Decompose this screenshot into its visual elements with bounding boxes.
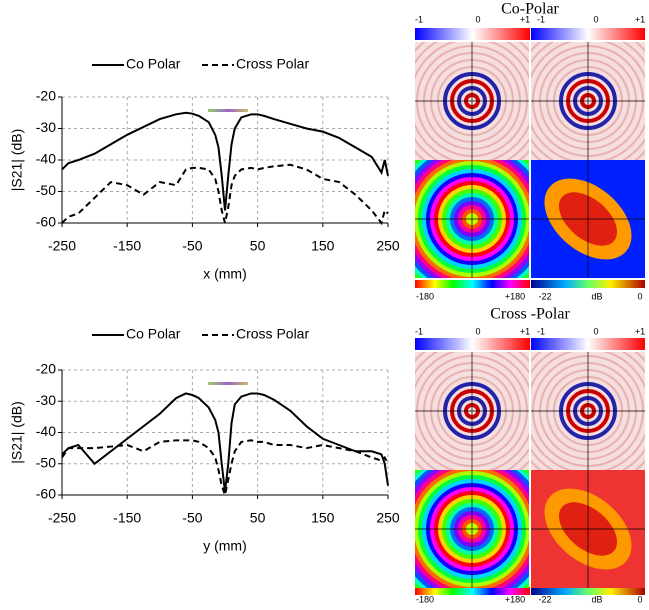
image-spiral [531, 352, 645, 470]
colorbar-label: -22 [538, 594, 551, 604]
image-phase [415, 160, 529, 278]
y-tick-label: -60 [36, 214, 56, 230]
colorbar [531, 587, 645, 595]
x-tick-label: -150 [113, 510, 141, 526]
image-content [415, 42, 529, 160]
series-line [61, 439, 389, 499]
image-amp [531, 470, 645, 588]
colorbar [531, 280, 645, 288]
x-tick-label: 250 [376, 510, 400, 526]
colorbar-label: -1 [537, 14, 545, 24]
x-tick-label: -50 [182, 238, 202, 254]
colorbar-label: -1 [415, 14, 423, 24]
image-phase [415, 470, 529, 588]
image-content [415, 470, 529, 588]
y-tick-label: -30 [36, 392, 56, 408]
marker-bar [208, 109, 248, 112]
colorbar [415, 28, 530, 40]
x-tick-label: 150 [311, 510, 335, 526]
y-tick-label: -20 [36, 88, 56, 104]
x-tick-label: 50 [250, 510, 266, 526]
colorbar-label: dB [591, 291, 602, 301]
panel-title: Cross -Polar [490, 306, 570, 323]
colorbar-label: -180 [416, 291, 434, 301]
colorbar-label: -1 [537, 326, 545, 336]
image-content [531, 470, 645, 588]
image-spiral [415, 352, 529, 470]
colorbar-label: 0 [593, 14, 598, 24]
image-content [531, 352, 645, 470]
image-content [531, 42, 645, 160]
colorbar-label: 0 [593, 326, 598, 336]
colorbar [531, 28, 645, 40]
image-amp [531, 160, 645, 278]
colorbar-label: +1 [520, 326, 530, 336]
colorbar-label: +180 [505, 291, 525, 301]
marker-bar [208, 382, 248, 385]
y-tick-label: -60 [36, 486, 56, 502]
colorbar-label: 0 [637, 594, 642, 604]
x-tick-label: 50 [250, 238, 266, 254]
y-tick-label: -50 [36, 182, 56, 198]
colorbar-label: 0 [475, 14, 480, 24]
legend-label: Co Polar [126, 56, 181, 72]
x-axis-label: y (mm) [203, 538, 247, 554]
colorbar-label: +180 [505, 594, 525, 604]
colorbar-label: +1 [635, 326, 645, 336]
series-line [61, 392, 389, 492]
colorbar [415, 587, 530, 595]
series-line [61, 111, 389, 211]
legend-label: Cross Polar [236, 326, 309, 342]
colorbar-label: 0 [637, 291, 642, 301]
series-line [61, 163, 389, 226]
image-content [415, 352, 529, 470]
x-tick-label: 250 [376, 238, 400, 254]
colorbar [415, 338, 530, 350]
image-content [415, 160, 529, 278]
y-tick-label: -30 [36, 119, 56, 135]
image-spiral [415, 42, 529, 160]
image-content [531, 160, 645, 278]
x-tick-label: -250 [48, 510, 76, 526]
x-tick-label: 150 [311, 238, 335, 254]
y-tick-label: -50 [36, 454, 56, 470]
colorbar-label: -22 [538, 291, 551, 301]
legend-label: Cross Polar [236, 56, 309, 72]
y-axis-label: |S21| (dB) [9, 129, 25, 192]
x-tick-label: -150 [113, 238, 141, 254]
legend-label: Co Polar [126, 326, 181, 342]
x-tick-label: -50 [182, 510, 202, 526]
colorbar [531, 338, 645, 350]
colorbar-label: +1 [520, 14, 530, 24]
y-tick-label: -40 [36, 423, 56, 439]
colorbar-label: +1 [635, 14, 645, 24]
panel-title: Co-Polar [501, 1, 559, 18]
colorbar [415, 280, 530, 288]
y-tick-label: -40 [36, 151, 56, 167]
x-tick-label: -250 [48, 238, 76, 254]
image-spiral [531, 42, 645, 160]
x-axis-label: x (mm) [203, 266, 247, 282]
colorbar-label: dB [591, 594, 602, 604]
colorbar-label: 0 [475, 326, 480, 336]
y-tick-label: -20 [36, 361, 56, 377]
colorbar-label: -180 [416, 594, 434, 604]
y-axis-label: |S21| (dB) [9, 401, 25, 464]
colorbar-label: -1 [415, 326, 423, 336]
